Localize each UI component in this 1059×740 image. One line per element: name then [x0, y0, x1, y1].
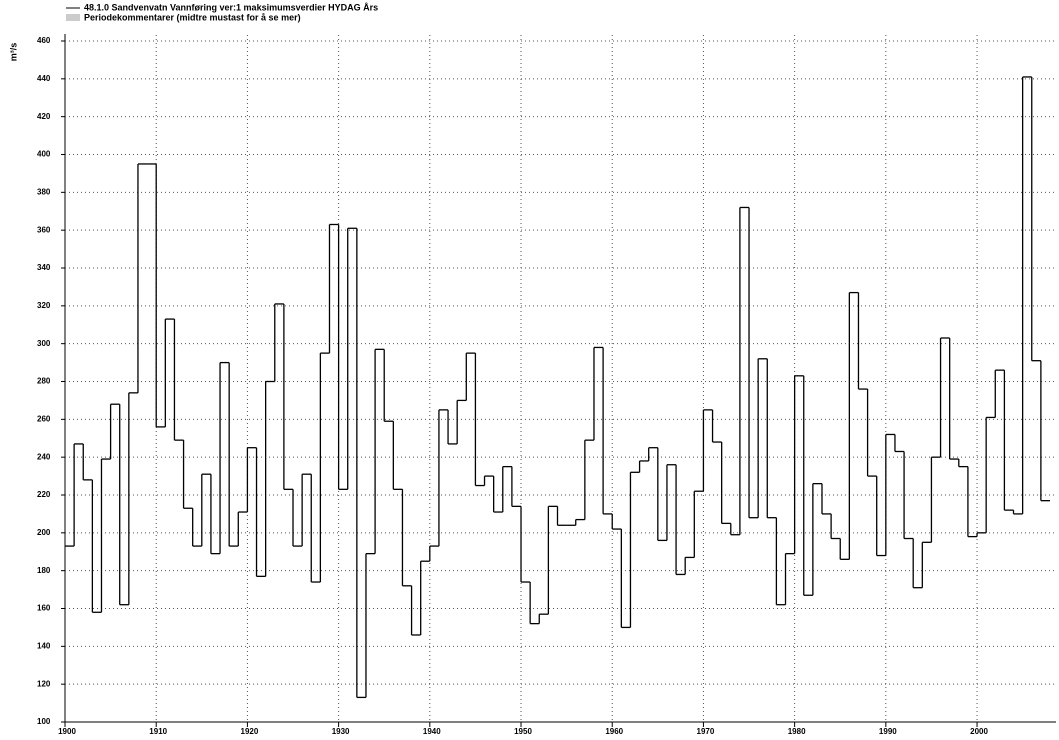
x-tick-label: 1970	[697, 727, 715, 736]
y-tick-label: 200	[37, 528, 51, 537]
y-tick-label: 160	[37, 604, 51, 613]
y-tick-label: 360	[37, 225, 51, 234]
y-tick-label: 300	[37, 339, 51, 348]
y-tick-label: 180	[37, 566, 51, 575]
y-tick-label: 280	[37, 377, 51, 386]
y-tick-label: 420	[37, 112, 51, 121]
y-tick-label: 460	[37, 36, 51, 45]
x-tick-label: 1910	[149, 727, 167, 736]
y-tick-label: 380	[37, 187, 51, 196]
x-tick-label: 1930	[332, 727, 350, 736]
y-tick-label: 320	[37, 301, 51, 310]
y-tick-label: 100	[37, 717, 51, 726]
y-tick-label: 400	[37, 150, 51, 159]
y-tick-label: 260	[37, 414, 51, 423]
x-tick-label: 2000	[970, 727, 988, 736]
x-tick-label: 1900	[58, 727, 76, 736]
legend-note: Periodekommentarer (midtre mustast for å…	[84, 12, 301, 22]
y-tick-label: 440	[37, 74, 51, 83]
legend-swatch	[66, 14, 80, 21]
x-tick-label: 1920	[241, 727, 259, 736]
y-tick-label: 120	[37, 679, 51, 688]
y-tick-label: 240	[37, 452, 51, 461]
y-axis-label: m³/s	[8, 43, 18, 62]
x-tick-label: 1990	[879, 727, 897, 736]
y-tick-label: 220	[37, 490, 51, 499]
x-tick-label: 1940	[423, 727, 441, 736]
legend-label: 48.1.0 Sandvenvatn Vannføring ver:1 maks…	[84, 2, 378, 12]
x-tick-label: 1950	[514, 727, 532, 736]
y-tick-label: 140	[37, 641, 51, 650]
x-tick-label: 1980	[788, 727, 806, 736]
x-tick-label: 1960	[605, 727, 623, 736]
y-tick-label: 340	[37, 263, 51, 272]
